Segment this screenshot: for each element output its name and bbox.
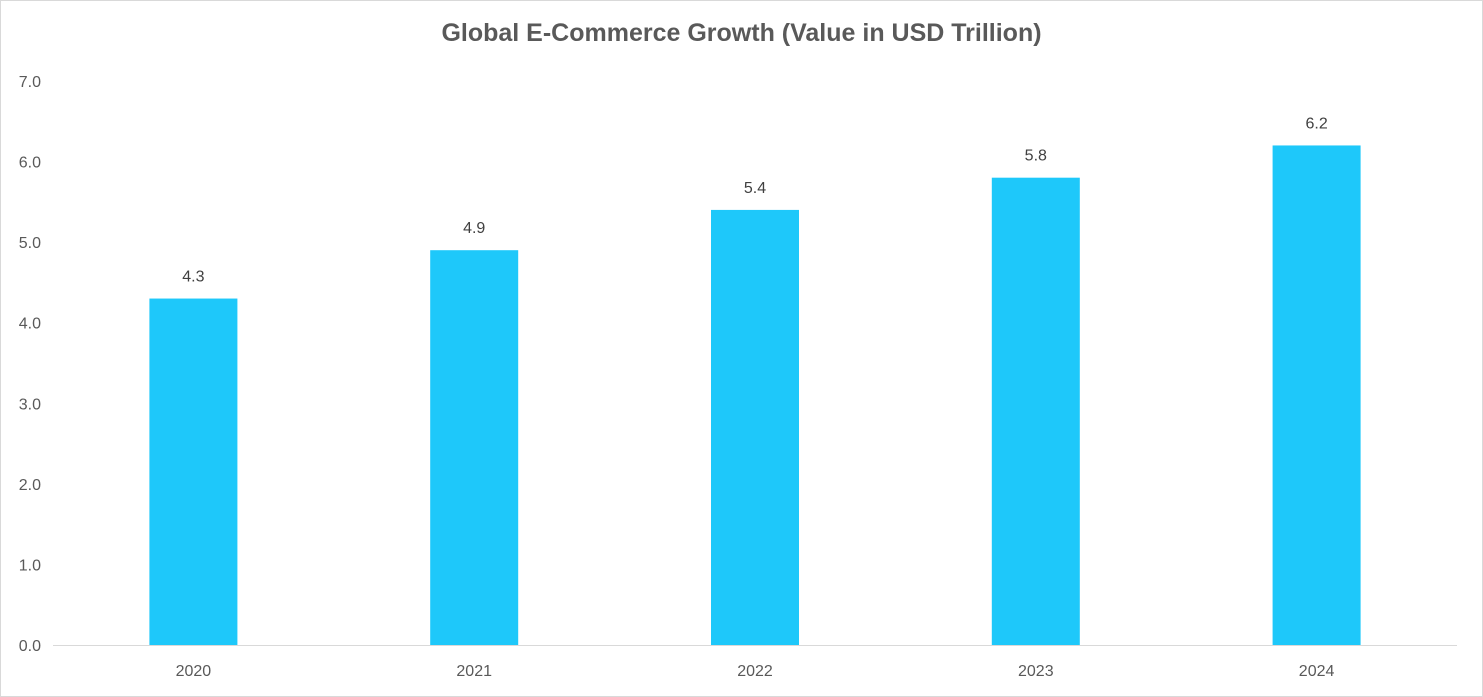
bar xyxy=(991,177,1080,645)
x-tick-label: 2020 xyxy=(176,663,212,680)
data-label: 6.2 xyxy=(1305,115,1327,132)
bar xyxy=(430,250,519,645)
y-tick-label: 2.0 xyxy=(19,477,41,494)
y-tick-label: 6.0 xyxy=(19,155,41,172)
x-tick-label: 2023 xyxy=(1018,663,1054,680)
x-tick-label: 2024 xyxy=(1299,663,1335,680)
bar xyxy=(711,209,799,645)
bar xyxy=(1272,145,1361,645)
y-tick-label: 5.0 xyxy=(19,235,41,252)
data-label: 5.4 xyxy=(744,180,766,197)
x-tick-label: 2021 xyxy=(456,663,492,680)
y-tick-label: 7.0 xyxy=(19,74,41,91)
data-label: 4.3 xyxy=(182,269,204,286)
chart-title: Global E-Commerce Growth (Value in USD T… xyxy=(441,19,1042,47)
x-tick-label: 2022 xyxy=(737,663,773,680)
y-tick-label: 4.0 xyxy=(19,316,41,333)
y-tick-label: 1.0 xyxy=(19,557,41,574)
data-label: 5.8 xyxy=(1025,148,1047,165)
data-label: 4.9 xyxy=(463,220,485,237)
y-tick-label: 0.0 xyxy=(19,638,41,655)
y-tick-label: 3.0 xyxy=(19,396,41,413)
bar xyxy=(149,298,238,645)
